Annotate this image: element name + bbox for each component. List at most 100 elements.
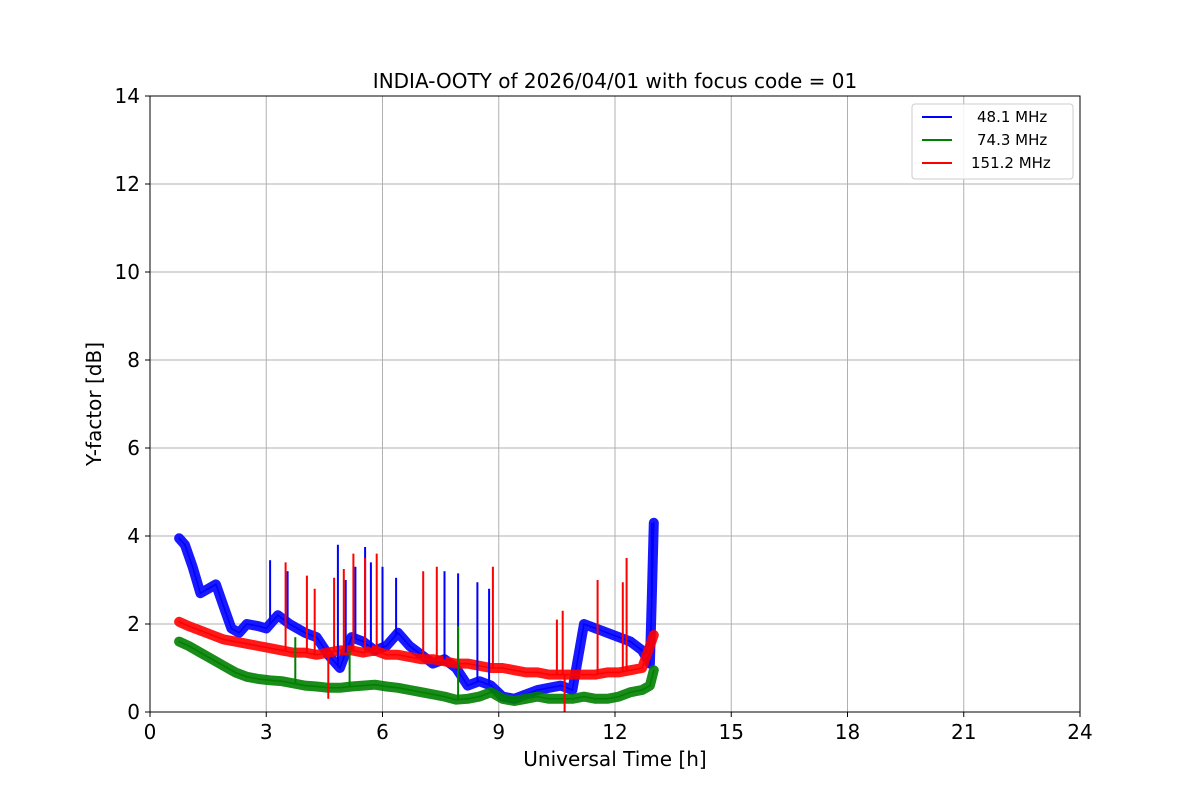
data-point-151-2-mhz	[385, 654, 388, 656]
x-tick-label: 6	[376, 720, 389, 744]
legend-label-74-3-mhz: 74.3 MHz	[977, 131, 1047, 149]
data-point-151-2-mhz	[211, 634, 213, 636]
data-point-74-3-mhz	[478, 695, 481, 698]
data-point-48-1-mhz	[230, 627, 233, 630]
data-point-48-1-mhz	[571, 689, 574, 691]
legend-box	[911, 103, 1074, 180]
data-point-48-1-mhz	[649, 662, 651, 665]
data-point-74-3-mhz	[257, 678, 260, 680]
data-point-74-3-mhz	[397, 687, 399, 689]
data-point-151-2-mhz	[649, 645, 651, 647]
data-point-74-3-mhz	[304, 684, 306, 687]
legend-label-151-2-mhz: 151.2 MHz	[971, 154, 1051, 172]
x-tick-label: 15	[719, 720, 744, 744]
x-tick-label: 24	[1067, 720, 1092, 744]
data-point-151-2-mhz	[362, 651, 364, 654]
data-point-151-2-mhz	[560, 673, 562, 676]
data-point-151-2-mhz	[629, 669, 632, 671]
data-point-74-3-mhz	[653, 669, 655, 671]
data-point-48-1-mhz	[618, 636, 620, 638]
data-point-74-3-mhz	[234, 671, 237, 674]
data-point-48-1-mhz	[222, 605, 225, 608]
data-point-48-1-mhz	[397, 632, 399, 634]
data-point-48-1-mhz	[641, 649, 643, 652]
data-point-74-3-mhz	[560, 698, 562, 700]
data-point-48-1-mhz	[257, 625, 260, 627]
data-point-48-1-mhz	[583, 623, 585, 625]
data-point-48-1-mhz	[490, 684, 492, 687]
data-point-48-1-mhz	[178, 537, 180, 539]
data-point-151-2-mhz	[397, 654, 399, 656]
data-point-74-3-mhz	[199, 651, 202, 654]
data-point-74-3-mhz	[385, 685, 388, 688]
data-point-151-2-mhz	[374, 649, 376, 652]
x-tick-label: 3	[260, 720, 273, 744]
data-point-48-1-mhz	[246, 623, 248, 625]
data-point-74-3-mhz	[501, 698, 504, 700]
data-point-48-1-mhz	[548, 687, 550, 689]
data-point-74-3-mhz	[629, 691, 632, 693]
data-point-151-2-mhz	[618, 671, 620, 674]
x-tick-label: 18	[835, 720, 860, 744]
data-point-74-3-mhz	[374, 683, 376, 686]
data-point-151-2-mhz	[315, 654, 318, 656]
data-point-48-1-mhz	[288, 623, 291, 625]
data-point-151-2-mhz	[246, 643, 248, 645]
data-point-74-3-mhz	[222, 665, 225, 667]
data-point-48-1-mhz	[277, 614, 279, 616]
data-point-151-2-mhz	[594, 673, 597, 676]
y-axis-label: Y-factor [dB]	[82, 342, 106, 467]
data-point-74-3-mhz	[281, 680, 283, 682]
data-point-151-2-mhz	[641, 667, 643, 669]
data-point-151-2-mhz	[269, 647, 271, 649]
data-point-74-3-mhz	[246, 676, 248, 678]
data-point-151-2-mhz	[466, 662, 469, 665]
data-point-74-3-mhz	[583, 695, 585, 698]
y-tick-label: 2	[127, 612, 140, 636]
y-tick-label: 0	[127, 700, 140, 724]
data-point-151-2-mhz	[199, 629, 202, 632]
series-48-1-mhz	[174, 517, 659, 704]
data-point-48-1-mhz	[606, 632, 609, 634]
data-point-74-3-mhz	[490, 691, 492, 693]
data-point-151-2-mhz	[281, 649, 283, 652]
data-point-48-1-mhz	[536, 689, 539, 691]
data-point-48-1-mhz	[594, 627, 597, 630]
data-point-151-2-mhz	[490, 667, 492, 669]
data-point-151-2-mhz	[420, 658, 423, 660]
x-tick-label: 21	[951, 720, 976, 744]
data-point-48-1-mhz	[191, 566, 194, 568]
data-point-48-1-mhz	[304, 632, 306, 634]
data-point-74-3-mhz	[641, 689, 643, 691]
data-point-74-3-mhz	[269, 679, 271, 682]
data-point-48-1-mhz	[629, 640, 632, 643]
data-point-48-1-mhz	[184, 544, 186, 546]
data-point-74-3-mhz	[315, 685, 318, 688]
data-point-151-2-mhz	[455, 662, 457, 665]
series-layer	[174, 517, 659, 712]
data-point-48-1-mhz	[408, 645, 411, 647]
data-point-74-3-mhz	[350, 685, 353, 688]
data-point-151-2-mhz	[257, 645, 260, 647]
data-point-151-2-mhz	[478, 665, 481, 667]
data-point-74-3-mhz	[548, 698, 550, 700]
series-74-3-mhz	[174, 636, 659, 706]
data-point-48-1-mhz	[238, 632, 240, 634]
data-point-151-2-mhz	[548, 673, 550, 676]
y-tick-label: 8	[127, 348, 140, 372]
data-point-151-2-mhz	[525, 671, 527, 674]
data-point-74-3-mhz	[466, 698, 469, 700]
data-point-151-2-mhz	[188, 625, 190, 627]
data-point-151-2-mhz	[234, 640, 237, 643]
y-tick-label: 6	[127, 436, 140, 460]
data-point-74-3-mhz	[188, 645, 190, 647]
data-point-151-2-mhz	[536, 671, 539, 674]
x-tick-label: 12	[602, 720, 627, 744]
data-point-48-1-mhz	[466, 684, 469, 687]
data-point-48-1-mhz	[199, 592, 202, 594]
data-point-48-1-mhz	[653, 522, 655, 524]
data-point-48-1-mhz	[207, 588, 209, 590]
data-point-48-1-mhz	[215, 583, 217, 586]
